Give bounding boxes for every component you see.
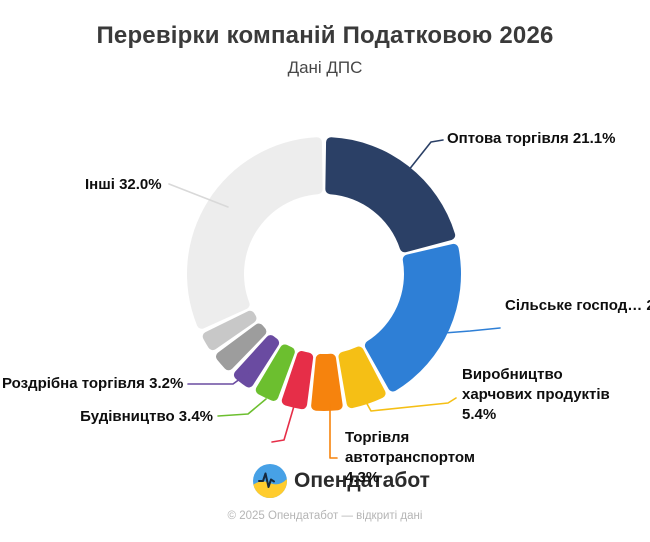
donut-slice-2-виробництво-харчових-продуктів[interactable]: [338, 346, 386, 409]
donut-slice-1-сільське-господ-[interactable]: [364, 243, 462, 392]
leader-line-inshi: [168, 183, 229, 208]
leader-lines: [168, 139, 501, 459]
leader-line-budivnytstvo: [217, 398, 267, 417]
opendatabot-watermark: Опендатабот: [253, 464, 430, 498]
donut-slice-7[interactable]: [216, 323, 267, 371]
slice-callout-torhivlia-avto: Торгівля автотранспортом 4.3%: [345, 429, 475, 486]
donut-slices: [186, 137, 462, 412]
slice-callout-inshi: Інші 32.0%: [85, 176, 162, 193]
donut-slice-8[interactable]: [202, 310, 257, 351]
leader-line-torhivlia-avto: [329, 403, 338, 459]
slice-callout-silske: Сільське господ… 2: [505, 297, 650, 314]
opendatabot-logo-icon: [253, 464, 287, 498]
slice-callout-rozdribna: Роздрібна торгівля 3.2%: [2, 375, 184, 392]
footer-credit: © 2025 Опендатабот — відкриті дані: [227, 510, 423, 522]
leader-line-rozdribna: [187, 372, 249, 385]
slice-callout-optova: Оптова торгівля 21.1%: [447, 130, 616, 147]
donut-slice-0-оптова-торгівля[interactable]: [325, 137, 456, 253]
watermark-brand-text: Опендатабот: [294, 469, 430, 492]
slice-callout-budivnytstvo: Будівництво 3.4%: [80, 408, 213, 425]
leader-line-vyrobnytstvo: [365, 397, 457, 412]
slice-callout-vyrobnytstvo: Виробництво харчових продуктів 5.4%: [462, 366, 610, 423]
donut-slice-5-будівництво[interactable]: [255, 344, 295, 401]
donut-slice-3-торгівля-автотранспортом[interactable]: [311, 353, 343, 412]
page-subtitle: Дані ДПС: [287, 58, 363, 77]
leader-line-unlabeled-red: [271, 405, 295, 443]
donut-slice-9-інші[interactable]: [186, 137, 323, 329]
leader-line-silske: [443, 327, 501, 334]
page-title: Перевірки компаній Податковою 2026: [96, 22, 554, 49]
leader-line-optova: [407, 139, 444, 172]
donut-slice-4[interactable]: [281, 351, 314, 410]
